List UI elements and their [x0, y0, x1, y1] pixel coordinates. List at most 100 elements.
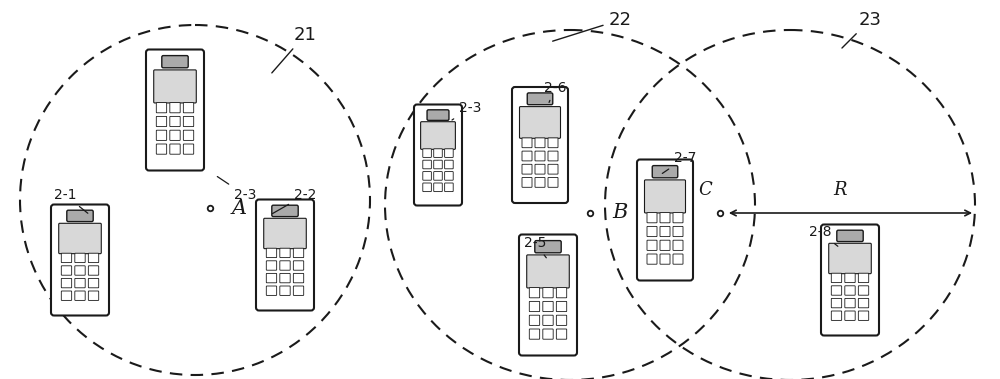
FancyBboxPatch shape — [170, 144, 180, 154]
FancyBboxPatch shape — [445, 149, 453, 157]
FancyBboxPatch shape — [445, 172, 453, 180]
FancyBboxPatch shape — [434, 160, 442, 169]
Text: A: A — [232, 199, 247, 218]
FancyBboxPatch shape — [556, 329, 567, 339]
FancyBboxPatch shape — [520, 106, 560, 138]
FancyBboxPatch shape — [858, 286, 869, 295]
FancyBboxPatch shape — [831, 273, 842, 283]
Text: 21: 21 — [272, 26, 316, 73]
FancyBboxPatch shape — [548, 177, 558, 187]
FancyBboxPatch shape — [67, 210, 93, 222]
FancyBboxPatch shape — [535, 164, 545, 174]
FancyBboxPatch shape — [535, 151, 545, 161]
FancyBboxPatch shape — [434, 183, 442, 192]
FancyBboxPatch shape — [673, 254, 683, 264]
FancyBboxPatch shape — [293, 286, 304, 295]
FancyBboxPatch shape — [88, 253, 99, 263]
Text: 2-3: 2-3 — [217, 177, 256, 202]
FancyBboxPatch shape — [845, 311, 855, 320]
FancyBboxPatch shape — [445, 160, 453, 169]
FancyBboxPatch shape — [154, 70, 196, 103]
FancyBboxPatch shape — [647, 254, 657, 264]
FancyBboxPatch shape — [88, 291, 99, 301]
FancyBboxPatch shape — [61, 266, 72, 275]
FancyBboxPatch shape — [256, 199, 314, 310]
FancyBboxPatch shape — [266, 273, 277, 283]
FancyBboxPatch shape — [543, 301, 553, 312]
FancyBboxPatch shape — [660, 240, 670, 251]
FancyBboxPatch shape — [423, 149, 431, 157]
FancyBboxPatch shape — [652, 166, 678, 178]
FancyBboxPatch shape — [170, 103, 180, 113]
FancyBboxPatch shape — [414, 105, 462, 205]
FancyBboxPatch shape — [423, 172, 431, 180]
FancyBboxPatch shape — [51, 205, 109, 315]
FancyBboxPatch shape — [529, 329, 540, 339]
FancyBboxPatch shape — [548, 138, 558, 148]
FancyBboxPatch shape — [647, 240, 657, 251]
Text: 23: 23 — [842, 11, 882, 48]
FancyBboxPatch shape — [858, 298, 869, 308]
FancyBboxPatch shape — [293, 261, 304, 270]
FancyBboxPatch shape — [543, 288, 553, 298]
FancyBboxPatch shape — [821, 224, 879, 335]
FancyBboxPatch shape — [445, 183, 453, 192]
FancyBboxPatch shape — [183, 144, 194, 154]
FancyBboxPatch shape — [647, 226, 657, 236]
FancyBboxPatch shape — [280, 248, 290, 258]
FancyBboxPatch shape — [59, 223, 101, 254]
FancyBboxPatch shape — [170, 130, 180, 140]
FancyBboxPatch shape — [183, 103, 194, 113]
FancyBboxPatch shape — [829, 243, 871, 274]
FancyBboxPatch shape — [423, 160, 431, 169]
FancyBboxPatch shape — [637, 160, 693, 280]
FancyBboxPatch shape — [280, 261, 290, 270]
FancyBboxPatch shape — [535, 138, 545, 148]
FancyBboxPatch shape — [543, 315, 553, 326]
FancyBboxPatch shape — [61, 253, 72, 263]
FancyBboxPatch shape — [183, 130, 194, 140]
FancyBboxPatch shape — [522, 138, 532, 148]
Text: 2-2: 2-2 — [272, 188, 316, 214]
Text: C: C — [698, 181, 712, 199]
FancyBboxPatch shape — [831, 286, 842, 295]
FancyBboxPatch shape — [845, 273, 855, 283]
Text: 2-5: 2-5 — [524, 236, 546, 258]
FancyBboxPatch shape — [61, 291, 72, 301]
FancyBboxPatch shape — [673, 240, 683, 251]
FancyBboxPatch shape — [858, 273, 869, 283]
FancyBboxPatch shape — [293, 248, 304, 258]
FancyBboxPatch shape — [293, 273, 304, 283]
FancyBboxPatch shape — [673, 226, 683, 236]
FancyBboxPatch shape — [548, 164, 558, 174]
FancyBboxPatch shape — [556, 288, 567, 298]
FancyBboxPatch shape — [423, 183, 431, 192]
FancyBboxPatch shape — [535, 241, 561, 253]
FancyBboxPatch shape — [673, 213, 683, 223]
FancyBboxPatch shape — [556, 315, 567, 326]
Text: B: B — [612, 204, 627, 222]
FancyBboxPatch shape — [837, 230, 863, 241]
FancyBboxPatch shape — [512, 87, 568, 203]
FancyBboxPatch shape — [522, 177, 532, 187]
FancyBboxPatch shape — [660, 213, 670, 223]
FancyBboxPatch shape — [644, 180, 686, 213]
FancyBboxPatch shape — [527, 255, 569, 288]
FancyBboxPatch shape — [272, 205, 298, 217]
FancyBboxPatch shape — [845, 298, 855, 308]
FancyBboxPatch shape — [156, 130, 167, 140]
FancyBboxPatch shape — [535, 177, 545, 187]
FancyBboxPatch shape — [162, 56, 188, 68]
FancyBboxPatch shape — [660, 254, 670, 264]
Text: 2-1: 2-1 — [54, 188, 88, 213]
FancyBboxPatch shape — [556, 301, 567, 312]
FancyBboxPatch shape — [647, 213, 657, 223]
FancyBboxPatch shape — [522, 164, 532, 174]
FancyBboxPatch shape — [156, 144, 167, 154]
FancyBboxPatch shape — [831, 298, 842, 308]
FancyBboxPatch shape — [266, 286, 277, 295]
Text: 2-6: 2-6 — [544, 81, 566, 102]
FancyBboxPatch shape — [543, 329, 553, 339]
FancyBboxPatch shape — [280, 273, 290, 283]
FancyBboxPatch shape — [529, 288, 540, 298]
